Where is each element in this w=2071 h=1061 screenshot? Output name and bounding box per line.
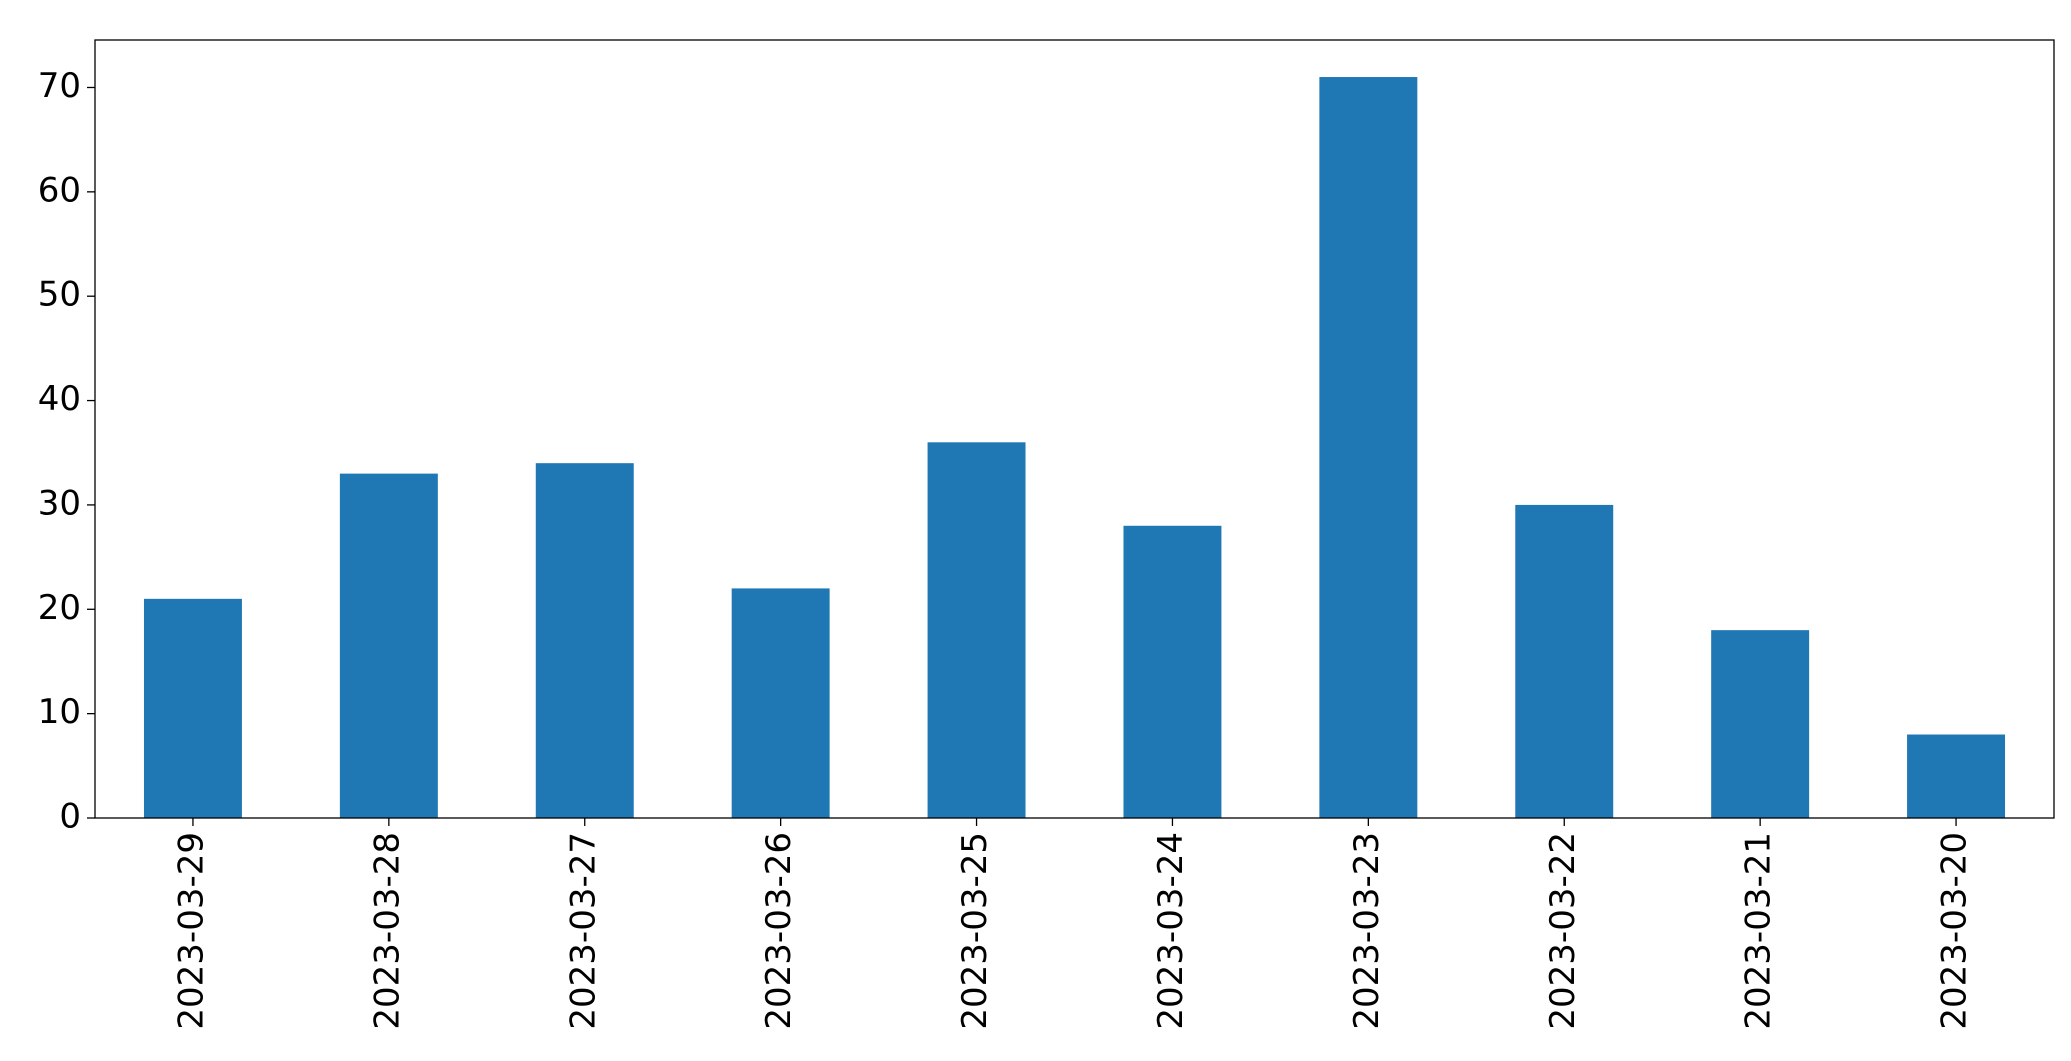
plot-frame (94, 39, 2055, 819)
bar (1319, 77, 1418, 819)
x-tick-label: 2023-03-20 (1935, 832, 1975, 1030)
y-tick-label: 70 (38, 66, 81, 106)
x-tick-label: 2023-03-29 (171, 832, 211, 1030)
bar (731, 588, 830, 818)
bar (143, 598, 242, 818)
bar (1515, 504, 1614, 818)
bar (535, 463, 634, 818)
x-tick-label: 2023-03-21 (1739, 832, 1779, 1030)
y-tick-label: 40 (38, 379, 81, 419)
x-tick-label: 2023-03-22 (1543, 832, 1583, 1030)
x-tick-label: 2023-03-27 (563, 832, 603, 1030)
y-tick-label: 10 (38, 692, 81, 732)
bar (1907, 734, 2006, 818)
x-tick-label: 2023-03-24 (1151, 832, 1191, 1030)
x-tick-label: 2023-03-28 (367, 832, 407, 1030)
y-tick-label: 0 (59, 797, 81, 837)
y-tick-label: 20 (38, 588, 81, 628)
y-tick-label: 50 (38, 275, 81, 315)
y-tick-label: 30 (38, 483, 81, 523)
bar (927, 442, 1026, 818)
x-tick-label: 2023-03-23 (1347, 832, 1387, 1030)
bar (1123, 525, 1222, 818)
y-tick-label: 60 (38, 170, 81, 210)
x-tick-label: 2023-03-26 (759, 832, 799, 1030)
bar (1711, 630, 1810, 818)
bar (339, 473, 438, 818)
x-tick-label: 2023-03-25 (955, 832, 995, 1030)
